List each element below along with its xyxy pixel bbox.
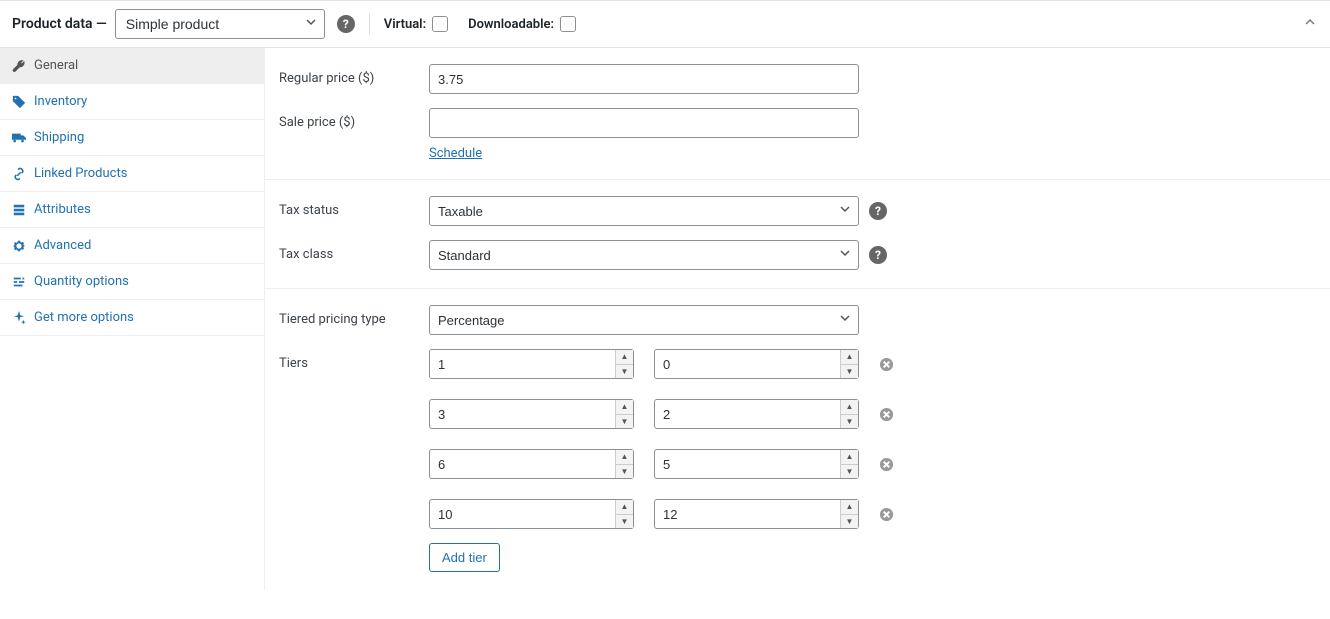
sidebar-item-label: Attributes [34, 202, 91, 217]
tiered-type-label: Tiered pricing type [279, 305, 429, 327]
remove-tier-icon[interactable] [879, 457, 894, 472]
regular-price-label: Regular price ($) [279, 64, 429, 86]
spin-up-icon[interactable]: ▲ [616, 350, 633, 365]
collapse-toggle-icon[interactable] [1304, 16, 1316, 32]
spin-down-icon[interactable]: ▼ [841, 415, 858, 429]
sale-price-label: Sale price ($) [279, 108, 429, 130]
tiers-container: ▲ ▼ ▲ ▼ ▲ ▼ ▲ ▼ [429, 349, 894, 529]
sidebar: General Inventory Shipping Linked Produc… [0, 48, 265, 590]
tier-value-input[interactable] [654, 399, 859, 429]
sidebar-item-linked-products[interactable]: Linked Products [0, 156, 264, 192]
wrench-icon [12, 59, 26, 73]
tax-class-label: Tax class [279, 240, 429, 262]
remove-tier-icon[interactable] [879, 357, 894, 372]
sliders-icon [12, 275, 26, 289]
tiered-type-select[interactable]: Percentage [429, 305, 859, 335]
tier-row: ▲ ▼ ▲ ▼ [429, 449, 894, 479]
tier-qty-input[interactable] [429, 349, 634, 379]
spin-up-icon[interactable]: ▲ [616, 400, 633, 415]
truck-icon [12, 131, 26, 145]
spin-down-icon[interactable]: ▼ [616, 365, 633, 379]
tag-icon [12, 95, 26, 109]
tier-row: ▲ ▼ ▲ ▼ [429, 349, 894, 379]
tax-status-label: Tax status [279, 196, 429, 218]
tier-value-input[interactable] [654, 499, 859, 529]
spin-down-icon[interactable]: ▼ [841, 465, 858, 479]
spin-down-icon[interactable]: ▼ [616, 515, 633, 529]
link-icon [12, 167, 26, 181]
virtual-checkbox-group[interactable]: Virtual: [384, 16, 448, 32]
sidebar-item-label: Get more options [34, 310, 134, 325]
schedule-link[interactable]: Schedule [429, 146, 482, 161]
tier-qty-input[interactable] [429, 399, 634, 429]
add-tier-button[interactable]: Add tier [429, 543, 500, 572]
list-icon [12, 203, 26, 217]
help-icon[interactable]: ? [869, 202, 887, 220]
spin-up-icon[interactable]: ▲ [841, 400, 858, 415]
tier-row: ▲ ▼ ▲ ▼ [429, 399, 894, 429]
spin-up-icon[interactable]: ▲ [841, 350, 858, 365]
downloadable-label: Downloadable: [468, 17, 554, 32]
panel-title: Product data — [12, 16, 107, 32]
tier-qty-input[interactable] [429, 449, 634, 479]
tax-status-select[interactable]: Taxable [429, 196, 859, 226]
sidebar-item-shipping[interactable]: Shipping [0, 120, 264, 156]
panel-header: Product data — Simple product ? Virtual:… [0, 1, 1330, 48]
sidebar-item-inventory[interactable]: Inventory [0, 84, 264, 120]
spin-down-icon[interactable]: ▼ [841, 365, 858, 379]
spin-down-icon[interactable]: ▼ [616, 465, 633, 479]
sidebar-item-label: Quantity options [34, 274, 129, 289]
tier-row: ▲ ▼ ▲ ▼ [429, 499, 894, 529]
help-icon[interactable]: ? [869, 246, 887, 264]
sidebar-item-get-more-options[interactable]: Get more options [0, 300, 264, 336]
spin-up-icon[interactable]: ▲ [616, 500, 633, 515]
sidebar-item-general[interactable]: General [0, 48, 264, 84]
spin-up-icon[interactable]: ▲ [841, 500, 858, 515]
spin-down-icon[interactable]: ▼ [841, 515, 858, 529]
sidebar-item-label: Linked Products [34, 166, 127, 181]
content-area: Regular price ($) Sale price ($) Schedul… [265, 48, 1330, 590]
sparkle-icon [12, 311, 26, 325]
tiered-section: Tiered pricing type Percentage [265, 289, 1330, 590]
product-data-panel: Product data — Simple product ? Virtual:… [0, 0, 1330, 590]
spin-up-icon[interactable]: ▲ [841, 450, 858, 465]
gear-icon [12, 239, 26, 253]
spin-up-icon[interactable]: ▲ [616, 450, 633, 465]
remove-tier-icon[interactable] [879, 407, 894, 422]
pricing-section: Regular price ($) Sale price ($) Schedul… [265, 48, 1330, 180]
downloadable-checkbox[interactable] [560, 16, 576, 32]
tax-class-select[interactable]: Standard [429, 240, 859, 270]
virtual-label: Virtual: [384, 17, 426, 32]
sidebar-item-label: Shipping [34, 130, 84, 145]
sidebar-item-advanced[interactable]: Advanced [0, 228, 264, 264]
virtual-checkbox[interactable] [432, 16, 448, 32]
spin-down-icon[interactable]: ▼ [616, 415, 633, 429]
sidebar-item-label: General [34, 58, 78, 73]
divider [369, 13, 370, 35]
tiers-label: Tiers [279, 349, 429, 371]
sidebar-item-attributes[interactable]: Attributes [0, 192, 264, 228]
tier-qty-input[interactable] [429, 499, 634, 529]
regular-price-input[interactable] [429, 64, 859, 94]
product-type-select[interactable]: Simple product [115, 9, 325, 39]
help-icon[interactable]: ? [337, 15, 355, 33]
sidebar-item-quantity-options[interactable]: Quantity options [0, 264, 264, 300]
sidebar-item-label: Advanced [34, 238, 91, 253]
remove-tier-icon[interactable] [879, 507, 894, 522]
sidebar-item-label: Inventory [34, 94, 87, 109]
tax-section: Tax status Taxable ? [265, 180, 1330, 289]
tier-value-input[interactable] [654, 349, 859, 379]
downloadable-checkbox-group[interactable]: Downloadable: [468, 16, 576, 32]
tier-value-input[interactable] [654, 449, 859, 479]
sale-price-input[interactable] [429, 108, 859, 138]
